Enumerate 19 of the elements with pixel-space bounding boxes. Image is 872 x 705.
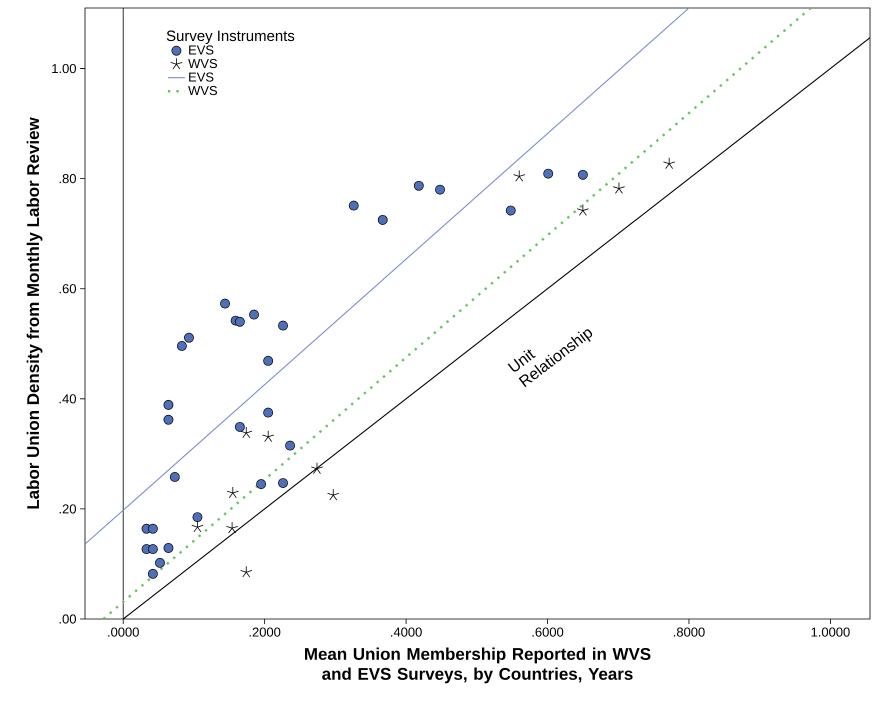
legend-title: Survey Instruments [166,30,294,44]
x-tick-label: .2000 [250,628,280,637]
y-tick-label: .40 [60,394,76,404]
x-tick-label: .6000 [532,628,564,637]
y-tick-label: .20 [60,504,76,514]
y-axis-title: Labor Union Density from Monthly Labor Review [26,117,42,509]
y-tick-label: .80 [60,174,76,184]
legend-label: WVS [188,58,218,68]
y-tick-label: 1.00 [52,64,76,74]
y-tick-label: .00 [60,614,76,624]
x-tick-label: .8000 [674,628,705,637]
x-tick-label: 1.0000 [812,628,850,637]
legend-label: EVS [189,72,214,82]
x-tick-label: .4000 [391,628,422,637]
x-axis-title: Mean Union Membership Reported in WVS and EVS Surveys, by Countries, Years [305,648,650,684]
legend-label: WVS [188,86,218,96]
x-tick-label: .0000 [108,628,139,637]
y-tick-label: .60 [60,284,76,294]
legend-label: EVS [189,45,214,55]
